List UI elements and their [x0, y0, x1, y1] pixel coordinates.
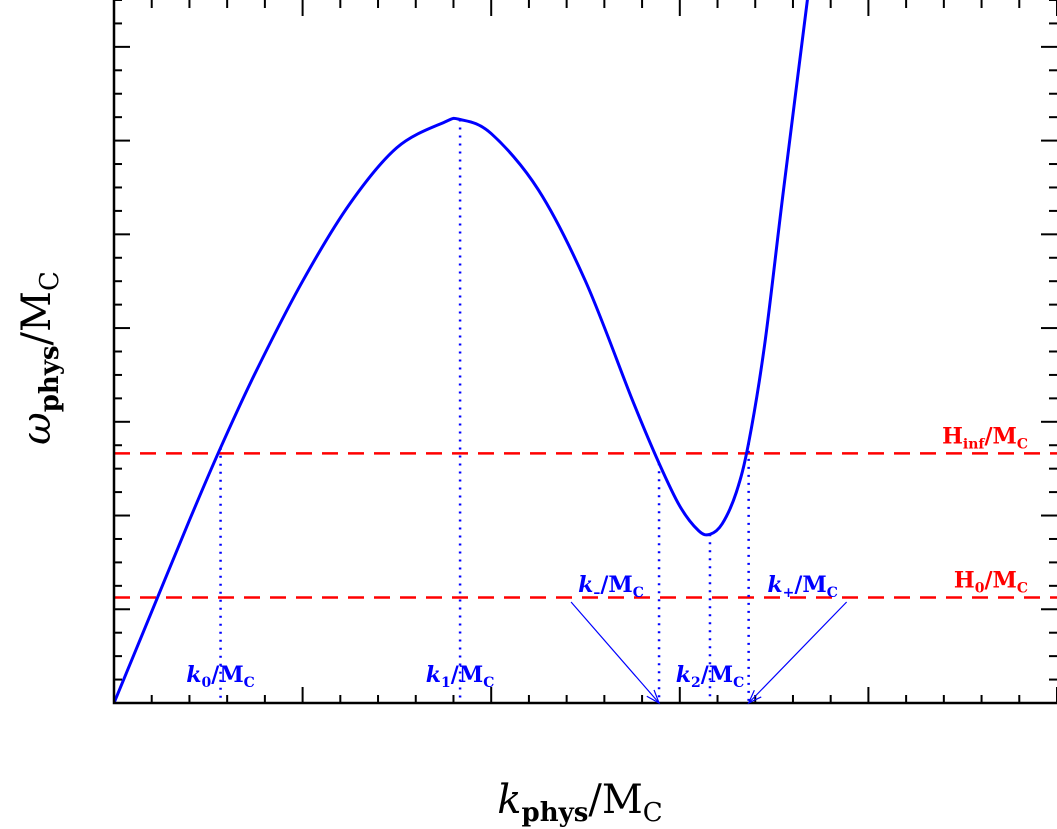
marker-arrow-head: [747, 689, 762, 705]
marker-label: k0/MC: [186, 662, 255, 691]
dispersion-curve: [114, 0, 809, 703]
reference-line-label: H0/MC: [954, 568, 1028, 597]
marker-label: k+/MC: [767, 572, 838, 601]
marker-arrow: [748, 601, 848, 704]
marker-arrow: [570, 601, 660, 704]
x-axis-label: kphys/MC: [497, 777, 662, 828]
marker-label: k–/MC: [578, 572, 644, 601]
reference-line-label: Hinf/MC: [942, 423, 1028, 452]
marker-arrow-head: [646, 689, 661, 705]
marker-label: k1/MC: [426, 662, 495, 691]
reference-lines: [114, 452, 1057, 599]
annotations: Hinf/MC H0/MC k0/MC k1/MC k–/MC k2/MC k+/MC: [186, 423, 1028, 705]
marker-label: k2/MC: [676, 662, 745, 691]
plot-frame: [112, 0, 1057, 705]
axis-ticks: [113, 0, 1057, 704]
marker-drop-lines: [219, 119, 750, 703]
y-axis-label: ωphys/MC: [14, 271, 65, 445]
